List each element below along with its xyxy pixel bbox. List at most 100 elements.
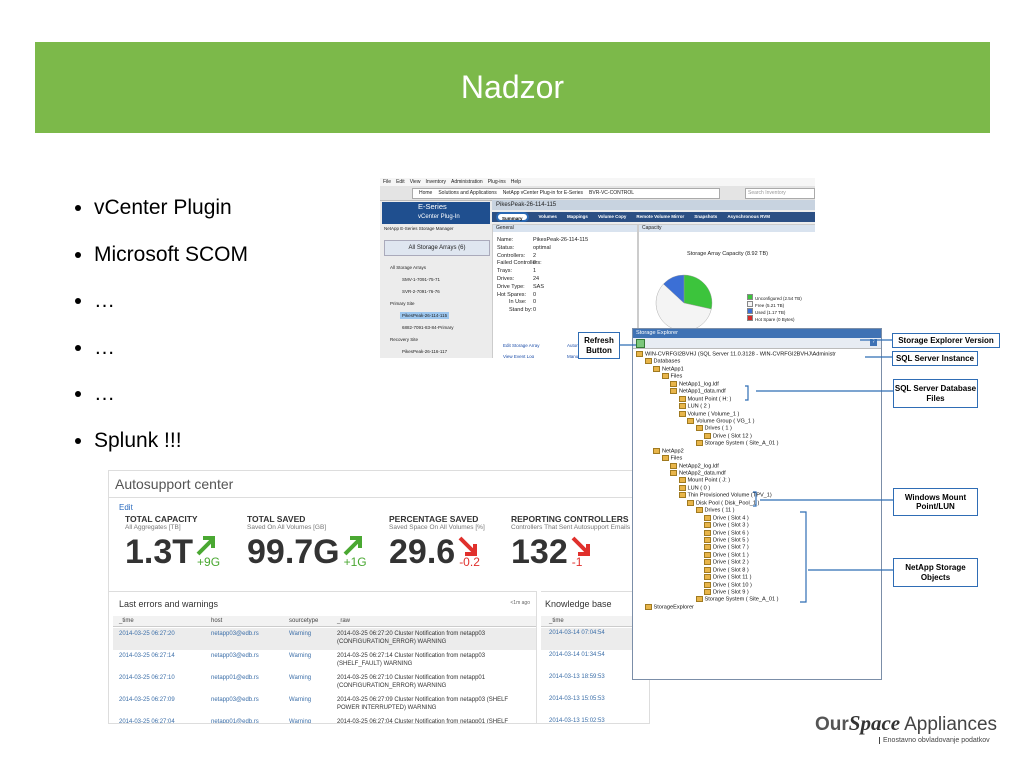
tree-node[interactable]: Drive ( Slot 11 ) (636, 574, 881, 581)
tree-icon (704, 514, 711, 521)
kpi-row: 1.3T +9G (125, 534, 255, 570)
tree-node[interactable]: NetApp1_data.mdf (636, 388, 881, 395)
action-link[interactable]: View Event Log (503, 354, 535, 358)
tree-node[interactable]: Drive ( Slot 2 ) (636, 559, 881, 566)
array-tree-item[interactable]: Recovery Site (390, 337, 419, 342)
tree-icon (678, 410, 686, 417)
table-cell: netapp03@edb.rs (211, 653, 259, 659)
menu-item[interactable]: Inventory (425, 179, 447, 185)
pie-slice (655, 283, 712, 332)
tree-icon (661, 455, 669, 462)
tree-node[interactable]: Thin Provisioned Volume (TPV_1) (636, 492, 881, 499)
tree-node[interactable]: NetApp1 (636, 365, 881, 373)
plugin-logo: E-Series vCenter Plug-In (382, 202, 490, 224)
general-cell: optimal (533, 244, 551, 251)
tree-node[interactable]: Databases (636, 358, 881, 365)
all-arrays-button[interactable]: All Storage Arrays (6) (384, 240, 490, 256)
tree-node[interactable]: Drives ( 1 ) (636, 425, 881, 432)
tree-node[interactable]: NetApp2_data.mdf (636, 470, 881, 477)
action-link[interactable]: Manually (567, 354, 586, 358)
array-tree-item[interactable]: Primary Site (390, 301, 415, 306)
table-cell: 2014-03-25 06:27:10 Cluster Notification… (337, 675, 486, 689)
window-toolbar: ? (633, 338, 881, 349)
array-tree-item[interactable]: SMV-1-7091-75-71 (402, 277, 441, 282)
array-tree-item[interactable]: All Storage Arrays (390, 265, 427, 270)
tree-node[interactable]: Drive ( Slot 10 ) (636, 581, 881, 589)
kpi-value: 99.7G (247, 533, 340, 571)
window-title: Storage Explorer (633, 329, 881, 338)
menu-item[interactable]: File (383, 179, 392, 185)
tree-icon (704, 581, 711, 588)
tree-node[interactable]: Drive ( Slot 7 ) (636, 544, 881, 551)
breadcrumb-item[interactable]: NetApp vCenter Plug-in for E-Series (502, 190, 584, 196)
tree-node[interactable]: Files (636, 455, 881, 462)
tree-node[interactable]: LUN ( 2 ) (636, 403, 881, 410)
tree-node[interactable]: Drive ( Slot 1 ) (636, 551, 881, 559)
tree-node[interactable]: WIN-CVRFGI2BVHJ (SQL Server 11.0.3128 - … (636, 351, 881, 358)
tab[interactable]: Volumes (538, 214, 557, 219)
tree-label: Storage System ( Site_A_01 ) (704, 440, 779, 447)
tree-label: Drive ( Slot 3 ) (713, 522, 749, 529)
action-link[interactable]: Edit Storage Array (503, 343, 540, 348)
breadcrumb-item[interactable]: Solutions and Applications (438, 190, 497, 196)
tree-node[interactable]: LUN ( 0 ) (636, 484, 881, 492)
menu-item[interactable]: Edit (396, 179, 405, 185)
array-tree-item[interactable]: SVR-2-7091-76-76 (402, 289, 440, 294)
tree-label: Drive ( Slot 8 ) (713, 567, 749, 574)
tree-icon (653, 365, 660, 372)
breadcrumb-item[interactable]: Home (419, 190, 433, 196)
tree-node[interactable]: NetApp2 (636, 447, 881, 455)
tree-node[interactable]: Drive ( Slot 5 ) (636, 536, 881, 544)
breadcrumb-item[interactable]: BVR-VC-CONTROL (589, 190, 635, 196)
tree-node[interactable]: Mount Point ( H: ) (636, 395, 881, 403)
table-header-bg (113, 616, 536, 627)
array-tree-item[interactable]: PikesPeak-26-116-117 (402, 349, 448, 354)
tree-node[interactable]: Mount Point ( J: ) (636, 477, 881, 484)
tree-label: Drive ( Slot 5 ) (713, 537, 749, 544)
tree-node[interactable]: Disk Pool ( Disk_Pool_1 ) (636, 499, 881, 507)
edit-link[interactable]: Edit (119, 503, 133, 512)
tab[interactable]: Volume Copy (597, 214, 627, 219)
kpi-label: TOTAL SAVED (247, 514, 306, 524)
tree-node[interactable]: Storage System ( Site_A_01 ) (636, 440, 881, 447)
menu-item[interactable]: Help (510, 179, 522, 185)
tree-node[interactable]: Volume Group ( VG_1 ) (636, 417, 881, 425)
array-tree-item[interactable]: 6882-7091-83-84-Primary (402, 325, 454, 330)
kpi-value: 132 (511, 533, 568, 571)
help-button[interactable]: ? (870, 339, 877, 346)
tree-node[interactable]: Drive ( Slot 4 ) (636, 514, 881, 522)
tree-node[interactable]: Drives ( 11 ) (636, 507, 881, 514)
action-link[interactable]: Automat (567, 343, 584, 348)
tree-node[interactable]: Storage System ( Site_A_01 ) (636, 596, 881, 603)
menu-item[interactable]: Administration (451, 179, 483, 185)
autosupport-screenshot: Autosupport center Edit TOTAL CAPACITY All … (108, 470, 650, 724)
tab[interactable]: Remote Volume Mirror (636, 214, 685, 219)
tree-node[interactable]: Drive ( Slot 8 ) (636, 566, 881, 574)
tree-icon (704, 522, 711, 529)
legend-item: Free (5.21 TB) (747, 301, 784, 308)
tab[interactable]: Asynchronous RVM (727, 214, 770, 219)
tree-node[interactable]: NetApp1_log.ldf (636, 380, 881, 388)
refresh-button[interactable] (636, 339, 645, 348)
kpi-delta: +1G (343, 555, 367, 569)
tree-node[interactable]: StorageExplorer (636, 603, 881, 611)
tree-node[interactable]: Volume ( Volume_1 ) (636, 410, 881, 418)
tree-node[interactable]: Drive ( Slot 9 ) (636, 589, 881, 596)
kpi-sub: Controllers That Sent Autosupport Emails (511, 524, 631, 531)
tree-node[interactable]: NetApp2_log.ldf (636, 462, 881, 470)
tree-node[interactable]: Drive ( Slot 3 ) (636, 522, 881, 529)
header-bar: Nadzor (35, 42, 990, 133)
tab[interactable]: Snapshots (694, 214, 718, 219)
trend-arrow-shape (458, 536, 478, 556)
menu-item[interactable]: Plug-ins (487, 179, 506, 185)
tab[interactable]: Mappings (566, 214, 588, 219)
bullet-item: vCenter Plugin (94, 188, 248, 235)
tree-node[interactable]: Drive ( Slot 12 ) (636, 432, 881, 440)
tree-node[interactable]: Files (636, 373, 881, 380)
tab[interactable]: Summary (496, 212, 529, 222)
menu-item[interactable]: View (409, 179, 421, 185)
tree-node[interactable]: Drive ( Slot 6 ) (636, 529, 881, 537)
tree-label: Storage System ( Site_A_01 ) (704, 596, 779, 603)
search-box[interactable]: Search Inventory (745, 188, 815, 199)
array-tree-item[interactable]: PikesPeak-26-114-115 (400, 312, 450, 319)
